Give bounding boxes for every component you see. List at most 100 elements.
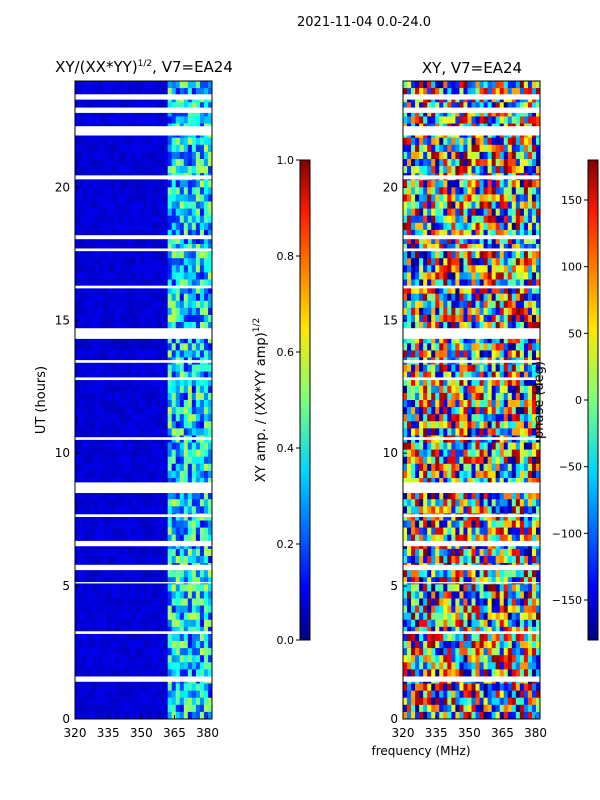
- heatmap-cell: [155, 648, 161, 656]
- heatmap-cell: [411, 279, 416, 287]
- heatmap-cell: [107, 229, 112, 238]
- heatmap-cell: [479, 102, 484, 110]
- heatmap-cell: [175, 180, 181, 188]
- heatmap-cell: [171, 166, 177, 174]
- flagged-band: [75, 540, 212, 547]
- heatmap-cell: [531, 251, 537, 259]
- heatmap-cell: [79, 194, 84, 202]
- heatmap-cell: [175, 187, 181, 195]
- heatmap-cell: [103, 244, 108, 252]
- heatmap-cell: [207, 385, 213, 394]
- heatmap-cell: [111, 633, 116, 642]
- heatmap-cell: [107, 704, 112, 713]
- heatmap-cell: [483, 307, 489, 316]
- heatmap-cell: [155, 236, 161, 245]
- heatmap-cell: [447, 463, 452, 472]
- heatmap-cell: [147, 492, 152, 500]
- heatmap-cell: [151, 194, 156, 202]
- heatmap-cell: [419, 279, 424, 287]
- heatmap-cell: [207, 272, 213, 280]
- heatmap-cell: [175, 208, 181, 217]
- heatmap-cell: [143, 236, 148, 245]
- heatmap-cell: [519, 251, 525, 259]
- heatmap-cell: [115, 506, 120, 514]
- heatmap-cell: [451, 414, 456, 422]
- heatmap-cell: [135, 158, 140, 167]
- heatmap-cell: [195, 612, 201, 621]
- heatmap-cell: [187, 527, 193, 536]
- heatmap-cell: [467, 378, 472, 387]
- heatmap-cell: [191, 109, 197, 117]
- heatmap-cell: [519, 286, 525, 295]
- heatmap-cell: [423, 364, 428, 373]
- heatmap-cell: [203, 251, 209, 259]
- heatmap-cell: [531, 428, 537, 436]
- heatmap-cell: [91, 286, 96, 295]
- heatmap-cell: [487, 279, 493, 287]
- heatmap-cell: [87, 286, 92, 295]
- heatmap-cell: [127, 109, 132, 117]
- heatmap-cell: [103, 279, 108, 287]
- heatmap-cell: [139, 166, 144, 174]
- heatmap-cell: [123, 258, 128, 266]
- heatmap-cell: [199, 116, 205, 124]
- heatmap-cell: [107, 477, 112, 486]
- heatmap-cell: [407, 236, 412, 245]
- heatmap-cell: [439, 229, 444, 238]
- heatmap-cell: [207, 307, 213, 316]
- heatmap-cell: [103, 378, 108, 387]
- heatmap-cell: [79, 690, 84, 699]
- heatmap-cell: [419, 137, 424, 146]
- heatmap-cell: [499, 414, 505, 422]
- heatmap-cell: [407, 293, 412, 302]
- heatmap-cell: [91, 385, 96, 394]
- heatmap-cell: [95, 229, 100, 238]
- heatmap-cell: [87, 272, 92, 280]
- heatmap-cell: [107, 258, 112, 266]
- heatmap-cell: [107, 683, 112, 692]
- heatmap-cell: [87, 350, 92, 358]
- heatmap-cell: [471, 158, 476, 167]
- heatmap-cell: [515, 187, 521, 195]
- heatmap-cell: [439, 442, 444, 451]
- heatmap-cell: [99, 570, 104, 578]
- heatmap-cell: [447, 414, 452, 422]
- heatmap-cell: [443, 272, 448, 280]
- heatmap-cell: [527, 229, 533, 238]
- heatmap-cell: [491, 116, 497, 124]
- heatmap-cell: [159, 577, 165, 585]
- heatmap-cell: [515, 166, 521, 174]
- heatmap-cell: [195, 456, 201, 465]
- heatmap-cell: [403, 400, 408, 408]
- heatmap-cell: [159, 314, 165, 323]
- heatmap-cell: [479, 116, 484, 124]
- heatmap-cell: [75, 648, 80, 656]
- heatmap-cell: [107, 527, 112, 536]
- heatmap-cell: [203, 343, 209, 351]
- heatmap-cell: [119, 151, 124, 160]
- heatmap-cell: [191, 407, 197, 415]
- heatmap-cell: [139, 88, 144, 96]
- heatmap-cell: [111, 286, 116, 295]
- heatmap-cell: [503, 116, 509, 124]
- heatmap-cell: [419, 272, 424, 280]
- heatmap-cell: [403, 286, 408, 295]
- heatmap-cell: [455, 222, 460, 231]
- heatmap-cell: [159, 704, 165, 713]
- heatmap-cell: [95, 456, 100, 465]
- heatmap-cell: [175, 548, 181, 557]
- heatmap-cell: [107, 244, 112, 252]
- heatmap-cell: [95, 201, 100, 209]
- heatmap-cell: [523, 307, 529, 316]
- heatmap-cell: [99, 662, 104, 670]
- heatmap-cell: [119, 116, 124, 124]
- heatmap-cell: [491, 407, 497, 415]
- heatmap-cell: [171, 697, 177, 706]
- heatmap-cell: [523, 343, 529, 351]
- heatmap-cell: [139, 187, 144, 195]
- heatmap-cell: [443, 208, 448, 217]
- heatmap-cell: [83, 180, 88, 188]
- heatmap-cell: [407, 229, 412, 238]
- heatmap-cell: [119, 279, 124, 287]
- heatmap-cell: [147, 336, 152, 344]
